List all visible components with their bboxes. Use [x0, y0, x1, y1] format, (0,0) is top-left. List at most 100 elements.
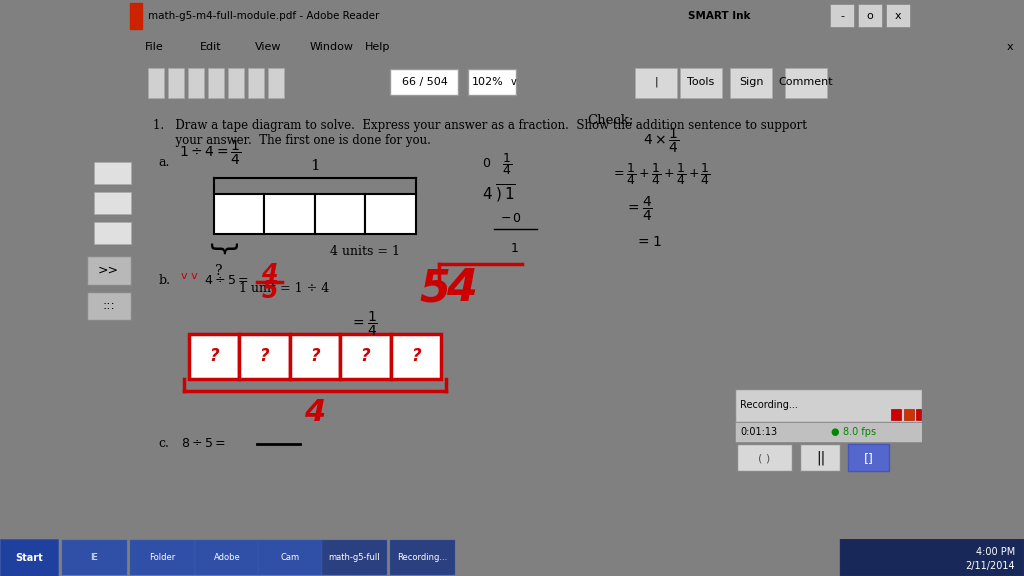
- Bar: [148, 68, 164, 98]
- Text: 66 / 504: 66 / 504: [402, 77, 447, 87]
- Bar: [891, 408, 900, 419]
- Bar: [130, 3, 142, 29]
- Bar: [240, 334, 290, 378]
- Text: $= \dfrac{1}{4}$: $= \dfrac{1}{4}$: [350, 309, 378, 338]
- Text: Folder: Folder: [148, 554, 175, 562]
- Text: o: o: [866, 11, 873, 21]
- Bar: [290, 334, 340, 378]
- Bar: [391, 334, 441, 378]
- Bar: [635, 68, 677, 98]
- Bar: [366, 194, 416, 234]
- Bar: [188, 68, 204, 98]
- Bar: [87, 256, 131, 285]
- Bar: [62, 540, 127, 575]
- Text: b.: b.: [159, 274, 170, 287]
- Bar: [168, 68, 184, 98]
- Text: $0 \quad \dfrac{1}{4}$: $0 \quad \dfrac{1}{4}$: [481, 151, 512, 177]
- Bar: [228, 68, 244, 98]
- Bar: [858, 4, 882, 28]
- Text: :::: :::: [102, 299, 115, 312]
- Bar: [915, 408, 921, 419]
- Text: $4 \times \dfrac{1}{4}$: $4 \times \dfrac{1}{4}$: [643, 127, 680, 155]
- Bar: [840, 539, 1024, 576]
- Text: $= 1$: $= 1$: [635, 234, 662, 249]
- Text: v: v: [511, 77, 517, 87]
- Text: math-g5-m4-full-module.pdf - Adobe Reader: math-g5-m4-full-module.pdf - Adobe Reade…: [148, 11, 379, 21]
- Bar: [264, 194, 315, 234]
- Text: 1: 1: [310, 158, 319, 173]
- Text: x: x: [1007, 41, 1014, 52]
- Text: Window: Window: [310, 41, 354, 52]
- Text: 2/11/2014: 2/11/2014: [966, 561, 1015, 571]
- Text: Start: Start: [15, 553, 43, 563]
- Text: ?: ?: [310, 347, 319, 365]
- Text: Comment: Comment: [778, 77, 834, 87]
- Bar: [188, 334, 240, 378]
- Text: ?: ?: [209, 347, 219, 365]
- Text: v v: v v: [180, 271, 198, 281]
- Bar: [315, 194, 366, 234]
- Text: |: |: [654, 77, 657, 88]
- Bar: [340, 334, 391, 378]
- Bar: [801, 444, 841, 471]
- Text: 1.   Draw a tape diagram to solve.  Express your answer as a fraction.  Show the: 1. Draw a tape diagram to solve. Express…: [154, 119, 807, 132]
- Text: Help: Help: [365, 41, 390, 52]
- Text: Adobe: Adobe: [214, 554, 241, 562]
- Bar: [0, 539, 58, 576]
- Text: c.: c.: [159, 437, 169, 450]
- Text: $8 \div 5 = $: $8 \div 5 = $: [180, 437, 225, 450]
- Text: Check:: Check:: [588, 114, 634, 127]
- Bar: [268, 68, 284, 98]
- Text: 4 units = 1: 4 units = 1: [330, 245, 400, 258]
- Text: Sign: Sign: [738, 77, 763, 87]
- Bar: [248, 68, 264, 98]
- Bar: [737, 444, 793, 471]
- Text: []: []: [863, 452, 873, 465]
- Text: 4: 4: [304, 398, 326, 427]
- Text: >>: >>: [98, 264, 119, 277]
- Bar: [94, 162, 131, 184]
- Text: $-\, 0$: $-\, 0$: [500, 212, 521, 225]
- Bar: [886, 4, 910, 28]
- Text: 1 unit = 1 ÷ 4: 1 unit = 1 ÷ 4: [240, 282, 330, 295]
- Text: $= \dfrac{4}{4}$: $= \dfrac{4}{4}$: [625, 195, 653, 223]
- Text: ?: ?: [360, 347, 371, 365]
- Text: Recording...: Recording...: [397, 554, 447, 562]
- Text: 8.0 fps: 8.0 fps: [844, 427, 877, 437]
- Bar: [849, 444, 889, 471]
- Bar: [87, 291, 131, 320]
- Text: ?: ?: [260, 347, 269, 365]
- Bar: [214, 194, 264, 234]
- Text: ( ): ( ): [758, 453, 770, 463]
- Text: Recording...: Recording...: [740, 400, 798, 410]
- Bar: [258, 540, 323, 575]
- Text: SMART Ink: SMART Ink: [688, 11, 751, 21]
- Bar: [390, 540, 455, 575]
- Text: File: File: [145, 41, 164, 52]
- Text: x: x: [895, 11, 901, 21]
- Text: 5: 5: [419, 267, 450, 310]
- Bar: [735, 389, 922, 422]
- Text: 4: 4: [261, 262, 278, 286]
- Bar: [785, 68, 827, 98]
- Text: your answer.  The first one is done for you.: your answer. The first one is done for y…: [154, 134, 431, 147]
- Text: $1 \div 4 = \dfrac{1}{4}$: $1 \div 4 = \dfrac{1}{4}$: [178, 138, 242, 167]
- Text: }: }: [205, 242, 233, 259]
- Bar: [208, 68, 224, 98]
- Bar: [903, 408, 913, 419]
- Bar: [680, 68, 722, 98]
- Text: -: -: [840, 11, 844, 21]
- Text: ||: ||: [816, 451, 825, 465]
- Bar: [830, 4, 854, 28]
- Text: ?: ?: [412, 347, 421, 365]
- Text: $1$: $1$: [510, 242, 519, 255]
- Text: ●: ●: [830, 427, 839, 437]
- Text: 0:01:13: 0:01:13: [740, 427, 777, 437]
- Text: Edit: Edit: [200, 41, 221, 52]
- Text: View: View: [255, 41, 282, 52]
- Text: ?: ?: [215, 264, 223, 278]
- Text: math-g5-full: math-g5-full: [328, 554, 380, 562]
- Text: Cam: Cam: [281, 554, 300, 562]
- Text: 102%: 102%: [472, 77, 504, 87]
- Text: $4 \div 5 =$: $4 \div 5 =$: [204, 274, 249, 287]
